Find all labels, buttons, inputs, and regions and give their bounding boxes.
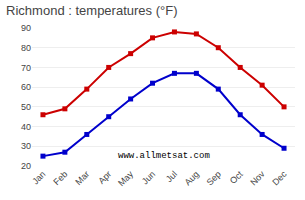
svg-text:May: May bbox=[116, 169, 135, 188]
svg-text:Oct: Oct bbox=[228, 169, 245, 186]
svg-text:60: 60 bbox=[21, 82, 31, 92]
svg-text:50: 50 bbox=[21, 102, 31, 112]
svg-text:Dec: Dec bbox=[270, 169, 289, 188]
svg-text:30: 30 bbox=[21, 141, 31, 151]
svg-text:20: 20 bbox=[21, 161, 31, 171]
svg-text:Apr: Apr bbox=[96, 169, 113, 186]
svg-text:Nov: Nov bbox=[248, 169, 267, 188]
svg-text:90: 90 bbox=[21, 23, 31, 33]
svg-text:Feb: Feb bbox=[51, 169, 69, 187]
svg-text:www.allmetsat.com: www.allmetsat.com bbox=[118, 151, 210, 161]
svg-text:Jun: Jun bbox=[140, 169, 157, 186]
svg-text:Jan: Jan bbox=[30, 169, 47, 186]
svg-text:40: 40 bbox=[21, 122, 31, 132]
svg-text:Sep: Sep bbox=[204, 169, 222, 187]
svg-text:Mar: Mar bbox=[73, 169, 91, 187]
svg-text:Aug: Aug bbox=[183, 169, 201, 187]
svg-text:80: 80 bbox=[21, 43, 31, 53]
svg-text:Jul: Jul bbox=[164, 169, 179, 184]
svg-text:Richmond : temperatures (°F): Richmond : temperatures (°F) bbox=[6, 3, 177, 18]
svg-text:70: 70 bbox=[21, 63, 31, 73]
